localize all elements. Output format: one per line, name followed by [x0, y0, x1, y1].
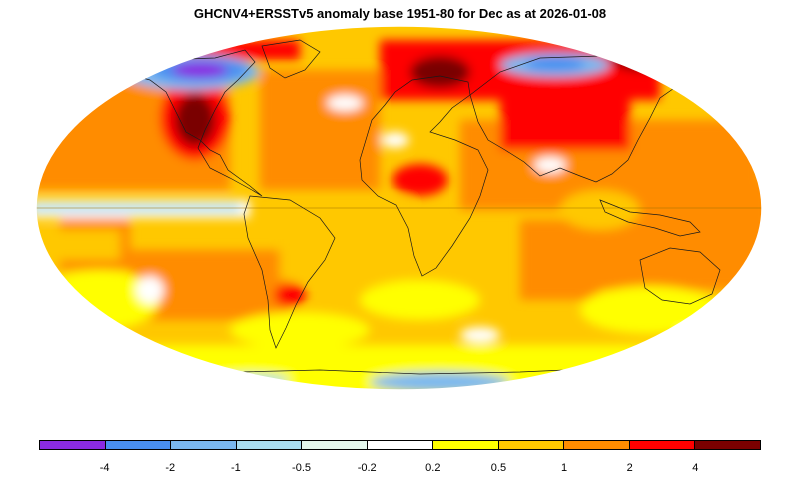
indonesia-outline: [599, 199, 701, 237]
legend-tick-label: -2: [165, 462, 176, 474]
anomaly-map: [35, 25, 763, 391]
legend-tick-label: -0.5: [292, 462, 312, 474]
legend-tick-label: 1: [561, 462, 568, 474]
legend-swatch: [498, 441, 565, 449]
color-legend-bar: [39, 440, 761, 450]
north-america-outline: [118, 49, 263, 197]
greenland-outline: [261, 39, 321, 79]
legend-swatch: [105, 441, 172, 449]
legend-swatch: [629, 441, 696, 449]
anomaly-field: [36, 26, 762, 390]
australia-outline: [639, 247, 721, 305]
legend-tick-label: 2: [626, 462, 633, 474]
globe-border: [35, 25, 763, 391]
europe-africa-outline: [359, 75, 489, 277]
legend-swatch: [236, 441, 303, 449]
map-title: GHCNV4+ERSSTv5 anomaly base 1951-80 for …: [193, 6, 607, 21]
legend-swatch: [695, 441, 761, 449]
legend-tick-label: 0.5: [490, 462, 507, 474]
legend-swatch: [367, 441, 434, 449]
legend-tick-label: -4: [99, 462, 110, 474]
legend-swatch: [171, 441, 237, 449]
legend-swatch: [302, 441, 368, 449]
south-america-outline: [243, 195, 336, 349]
legend-swatch: [433, 441, 499, 449]
legend-tick-label: 4: [692, 462, 699, 474]
legend-tick-label: -1: [231, 462, 241, 474]
legend-tick-label: -0.2: [357, 462, 377, 474]
legend-swatch: [40, 441, 106, 449]
legend-tick-label: 0.2: [425, 462, 441, 474]
color-legend-labels: -4 -2 -1 -0.5 -0.2 0.2 0.5 1 2 4: [39, 462, 761, 478]
legend-swatch: [564, 441, 630, 449]
